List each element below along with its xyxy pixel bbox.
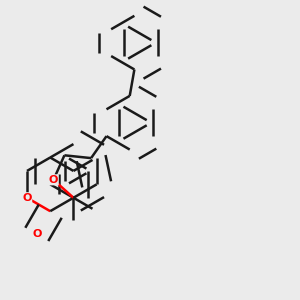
Text: O: O	[49, 175, 58, 185]
Text: O: O	[22, 193, 32, 203]
Text: O: O	[32, 230, 41, 239]
